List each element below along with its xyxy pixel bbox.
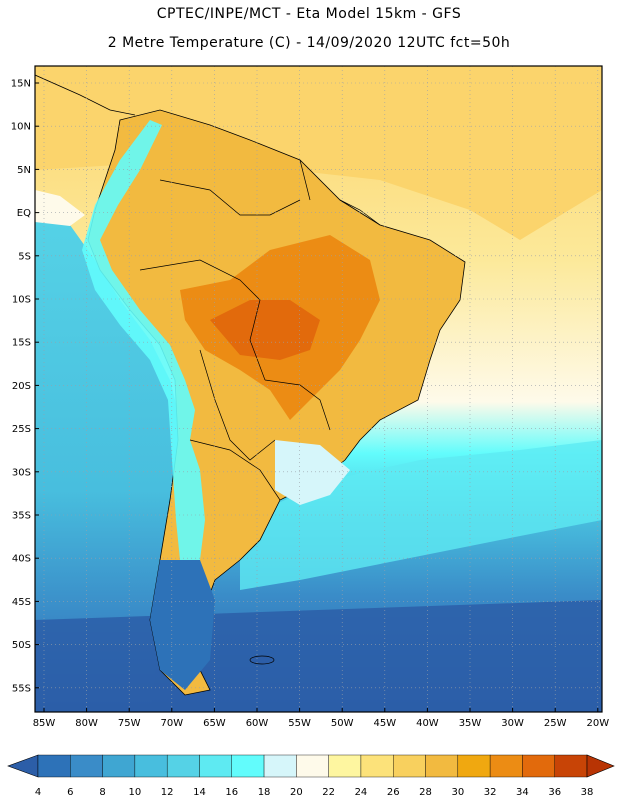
lat-tick-label: 50S [12, 640, 31, 651]
colorbar-label: 26 [387, 787, 400, 798]
country-borders [139, 159, 381, 501]
lat-tick-label: 10S [12, 295, 31, 306]
lon-tick-label: 65W [203, 718, 226, 729]
southern-cone-cool [275, 440, 350, 505]
colorbar-label: 10 [129, 787, 142, 798]
colorbar-label: 14 [193, 787, 206, 798]
lat-tick-label: 15N [11, 79, 31, 90]
map-title-line-1: CPTEC/INPE/MCT - Eta Model 15km - GFS [156, 6, 462, 22]
colorbar-label: 6 [67, 787, 73, 798]
lon-tick-label: 85W [33, 718, 56, 729]
lon-tick-label: 60W [246, 718, 269, 729]
lon-tick-label: 45W [373, 718, 396, 729]
colorbar-bin [263, 754, 297, 778]
colorbar-bin [231, 754, 265, 778]
lon-tick-label: 30W [501, 718, 524, 729]
lat-tick-label: 35S [12, 511, 31, 522]
lon-tick-label: 70W [160, 718, 183, 729]
colorbar-bin [37, 754, 71, 778]
lat-tick-label: 20S [12, 381, 31, 392]
lon-tick-label: 50W [331, 718, 354, 729]
colorbar-bin [102, 754, 136, 778]
colorbar-bin [328, 754, 362, 778]
south-atlantic-cool-tongue [240, 440, 602, 590]
colorbar-bin [166, 754, 200, 778]
colorbar: 4 6 8 10 12 14 16 18 20 22 24 26 28 30 32 34 36 38 [7, 754, 615, 798]
lat-tick-label: 10N [11, 122, 31, 133]
lon-tick-label: 55W [288, 718, 311, 729]
pacific-pale-band [35, 190, 85, 226]
lat-tick-label: 40S [12, 554, 31, 565]
lat-tick-label: 45S [12, 597, 31, 608]
map-title-line-2: 2 Metre Temperature (C) - 14/09/2020 12U… [107, 35, 511, 51]
colorbar-label: 16 [225, 787, 238, 798]
lon-tick-label: 40W [416, 718, 439, 729]
colorbar-label: 28 [419, 787, 432, 798]
caribbean-warm-field [35, 66, 602, 240]
lat-lon-grid [35, 66, 602, 712]
colorbar-bin [70, 754, 103, 778]
colorbar-bin [360, 754, 394, 778]
colorbar-label: 20 [290, 787, 303, 798]
lon-tick-label: 20W [586, 718, 609, 729]
colorbar-label: 36 [548, 787, 561, 798]
lon-tick-label: 25W [544, 718, 567, 729]
latitude-labels: 15N 10N 5N EQ 5S 10S 15S 20S 25S 30S 35S 40S 45S 50S 5… [11, 79, 39, 694]
lat-tick-label: 15S [12, 338, 31, 349]
colorbar-high-arrow [586, 754, 615, 778]
mato-grosso-hottest [210, 300, 320, 360]
colorbar-bin [393, 754, 426, 778]
colorbar-label: 12 [161, 787, 174, 798]
lat-tick-label: 55S [12, 683, 31, 694]
map-frame [34, 65, 603, 713]
colorbar-bin [425, 754, 459, 778]
colorbar-bin [554, 754, 588, 778]
lon-tick-label: 75W [118, 718, 141, 729]
colorbar-bin [489, 754, 523, 778]
colorbar-label: 18 [258, 787, 271, 798]
colorbar-label: 24 [355, 787, 368, 798]
colorbar-bin [296, 754, 329, 778]
lon-tick-label: 80W [75, 718, 98, 729]
lat-tick-label: 5N [17, 165, 31, 176]
central-america-coast [35, 74, 136, 116]
lat-tick-label: EQ [17, 208, 31, 219]
colorbar-label: 38 [581, 787, 594, 798]
lat-tick-label: 5S [18, 251, 31, 262]
colorbar-bin [457, 754, 491, 778]
colorbar-label: 30 [451, 787, 464, 798]
colorbar-bin [522, 754, 555, 778]
falkland-islands [249, 655, 275, 665]
lon-tick-label: 35W [459, 718, 482, 729]
map-area [35, 66, 602, 712]
colorbar-label: 4 [35, 787, 41, 798]
colorbar-label: 22 [322, 787, 335, 798]
colorbar-label: 8 [99, 787, 105, 798]
longitude-labels: 85W 80W 75W 70W 65W 60W 55W 50W 45W 40W 35W 30W 25W 2… [33, 708, 609, 729]
colorbar-bin [199, 754, 232, 778]
colorbar-bin [134, 754, 168, 778]
colorbar-label: 32 [484, 787, 497, 798]
patagonia-cold [150, 560, 215, 690]
andes-cold-strip [82, 120, 205, 600]
lat-tick-label: 30S [12, 467, 31, 478]
colorbar-label: 34 [516, 787, 529, 798]
lat-tick-label: 25S [12, 424, 31, 435]
colorbar-low-arrow [7, 754, 39, 778]
